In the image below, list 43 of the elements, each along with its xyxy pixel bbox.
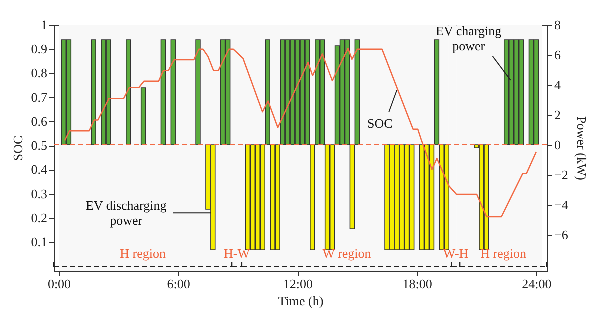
bar bbox=[196, 40, 201, 146]
band-label: W-H bbox=[443, 246, 469, 261]
x-tick-label: 24:00 bbox=[522, 276, 552, 292]
band-label: H-W bbox=[224, 246, 251, 261]
y2-tick-label: −6 bbox=[554, 228, 569, 242]
bar bbox=[354, 40, 360, 146]
bar bbox=[350, 144, 356, 230]
x-tick-label: 18:00 bbox=[402, 276, 432, 292]
y2-tick-label: −4 bbox=[554, 198, 569, 212]
annotation: EV charging power bbox=[436, 23, 502, 54]
bar bbox=[126, 40, 132, 146]
x-axis-title: Time (h) bbox=[278, 294, 324, 308]
annotation: EV discharging power bbox=[86, 198, 168, 228]
y2-tick-label: 6 bbox=[554, 48, 562, 62]
y2-tick-label: 4 bbox=[554, 78, 562, 92]
bar bbox=[434, 40, 440, 146]
band-label: W region bbox=[322, 246, 372, 261]
y2-tick-label: 8 bbox=[554, 18, 561, 32]
y-tick-label: 0.5 bbox=[31, 138, 48, 154]
bar bbox=[170, 40, 176, 146]
y2-tick-label: 0 bbox=[554, 138, 561, 152]
y-tick-label: 0.6 bbox=[31, 114, 48, 129]
bar bbox=[91, 40, 96, 146]
y2-tick-label: −2 bbox=[554, 168, 568, 182]
y-tick-label: 0.9 bbox=[31, 42, 48, 57]
y-tick-label: 0.2 bbox=[31, 210, 48, 226]
y-tick-label: 0.3 bbox=[31, 186, 48, 202]
x-tick-label: 12:00 bbox=[283, 276, 314, 292]
y-tick-label: 0.7 bbox=[31, 90, 48, 105]
bar bbox=[160, 40, 166, 146]
y-tick-label: 0.8 bbox=[31, 66, 48, 81]
band-label: H region bbox=[120, 246, 166, 261]
y-tick-label: 0.1 bbox=[31, 234, 48, 250]
bar bbox=[140, 88, 146, 146]
band-label: H region bbox=[480, 246, 527, 261]
x-tick-label: 0:00 bbox=[48, 276, 72, 292]
annotation: SOC bbox=[368, 116, 393, 132]
y-tick-label: 1 bbox=[41, 18, 48, 32]
y-tick-label: 0.4 bbox=[31, 162, 48, 178]
y2-tick-label: 2 bbox=[554, 108, 561, 122]
y2-axis-title: Power (kW) bbox=[574, 116, 590, 180]
x-tick-label: 6:00 bbox=[167, 276, 190, 292]
y-axis-title: SOC bbox=[10, 136, 26, 162]
